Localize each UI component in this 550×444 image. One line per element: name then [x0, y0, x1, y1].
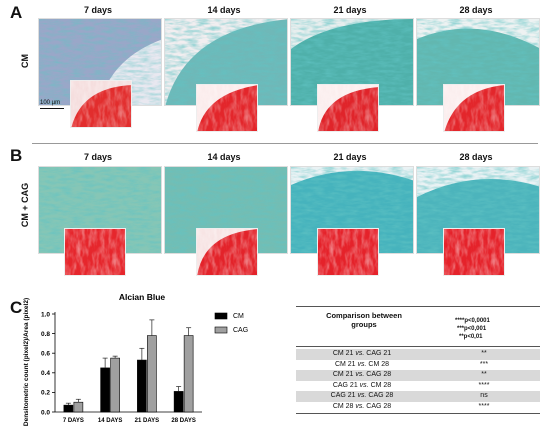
- comparison-cell: CM 21 vs. CAG 21: [332, 350, 392, 357]
- row-label-cm-cag: CM + CAG: [20, 182, 30, 228]
- scale-bar: [40, 108, 64, 109]
- y-tick-label: 1.0: [41, 311, 50, 318]
- pvalue-legend-1: ****p<0,0001: [455, 318, 490, 324]
- alcian-blue-chart: Alcian Blue Densitometric count (pixel2)…: [23, 292, 248, 426]
- panel-b-day-21: 21 days: [333, 152, 367, 162]
- inset-red-stain-cm-21-days: [317, 84, 379, 132]
- comparison-cell: CM 21 vs. CM 28: [334, 360, 390, 368]
- pvalue-legend-3: **p<0,01: [459, 334, 483, 340]
- comparison-cell: CM 21 vs. CAG 28: [332, 371, 392, 378]
- comparison-cell: CAG 21 vs. CAG 28: [330, 392, 394, 399]
- micrograph-cm-14-days: [164, 18, 288, 106]
- y-tick-label: 0.8: [41, 331, 50, 338]
- panel-b-day-28: 28 days: [459, 152, 493, 162]
- legend-label-cag: CAG: [233, 327, 248, 334]
- y-tick-label: 0.4: [41, 370, 50, 377]
- panel-a-day-28: 28 days: [459, 5, 493, 15]
- panel-a-day-21: 21 days: [333, 5, 367, 15]
- chart-title: Alcian Blue: [119, 292, 166, 302]
- bar-cm: [173, 391, 184, 413]
- micrograph-cm-cag-21-days: [290, 166, 414, 254]
- inset-red-stain-cm-28-days: [443, 84, 505, 132]
- panel-label-b: B: [10, 146, 23, 165]
- table-row: CAG 21 vs. CAG 28 ns: [296, 391, 540, 402]
- bar-cm: [63, 404, 74, 413]
- bar-cm: [137, 359, 147, 413]
- legend-label-cm: CM: [233, 313, 244, 320]
- panel-a-day-7: 7 days: [83, 5, 113, 15]
- separator-a-b: [32, 143, 538, 144]
- table-header: Comparison between groups: [326, 311, 402, 329]
- bar-cag: [183, 335, 194, 413]
- comparison-cell: CM 28 vs. CAG 28: [332, 402, 392, 410]
- significance-cell: **: [481, 371, 487, 378]
- table-bottom-rule: [296, 413, 540, 414]
- y-axis-label: Densitometric count (pixel2)/Area (pixel…: [23, 298, 30, 426]
- inset-red-stain-cm-cag-14-days: [196, 228, 258, 276]
- panel-b-day-7: 7 days: [83, 152, 113, 162]
- scale-bar-label: 100 µm: [40, 100, 61, 106]
- y-tick-label: 0.6: [41, 351, 50, 358]
- bar-cm: [100, 367, 110, 413]
- panel-label-a: A: [10, 3, 23, 22]
- micrograph-cm-cag-28-days: [416, 166, 540, 254]
- legend-swatch-cm: [214, 312, 228, 320]
- micrograph-cm-cag-14-days: [164, 166, 288, 254]
- significance-cell: **: [481, 350, 487, 357]
- significance-cell: ns: [480, 392, 488, 399]
- inset-red-stain-cm-cag-21-days: [317, 228, 379, 276]
- table-row: CM 21 vs. CM 28 ***: [296, 360, 540, 371]
- x-tick-label: 7 DAYS: [63, 418, 84, 424]
- bar-cag: [147, 335, 157, 413]
- table-row: CAG 21 vs. CM 28 ****: [296, 381, 540, 392]
- pvalue-legend-2: ***p<0,001: [457, 326, 487, 332]
- bar-cag: [73, 401, 84, 413]
- significance-cell: ****: [478, 402, 490, 410]
- x-tick-label: 21 DAYS: [135, 418, 159, 424]
- inset-red-stain-cm-cag-28-days: [443, 228, 505, 276]
- table-top-rule: [296, 306, 540, 307]
- y-tick-label: 0.0: [41, 409, 50, 416]
- legend-swatch-cag: [214, 326, 228, 334]
- table-row: CM 21 vs. CAG 21 **: [296, 349, 540, 360]
- table-row: CM 21 vs. CAG 28 **: [296, 370, 540, 381]
- panel-b-day-14: 14 days: [207, 152, 241, 162]
- x-tick-label: 28 DAYS: [171, 418, 195, 424]
- significance-cell: ****: [478, 381, 490, 389]
- panel-label-c: C: [10, 298, 23, 317]
- y-tick-label: 0.2: [41, 390, 50, 397]
- significance-cell: ***: [479, 360, 489, 368]
- bar-cag: [110, 357, 120, 413]
- inset-red-stain-cm-14-days: [196, 84, 258, 132]
- comparison-cell: CAG 21 vs. CM 28: [332, 381, 392, 389]
- inset-red-stain-cm-7-days: [70, 80, 132, 128]
- micrograph-cm-21-days: [290, 18, 414, 106]
- x-tick-label: 14 DAYS: [98, 418, 122, 424]
- table-row: CM 28 vs. CAG 28 ****: [296, 402, 540, 413]
- table-header-rule: [296, 346, 540, 347]
- panel-a-day-14: 14 days: [207, 5, 241, 15]
- inset-red-stain-cm-cag-7-days: [64, 228, 126, 276]
- row-label-cm: CM: [20, 54, 30, 68]
